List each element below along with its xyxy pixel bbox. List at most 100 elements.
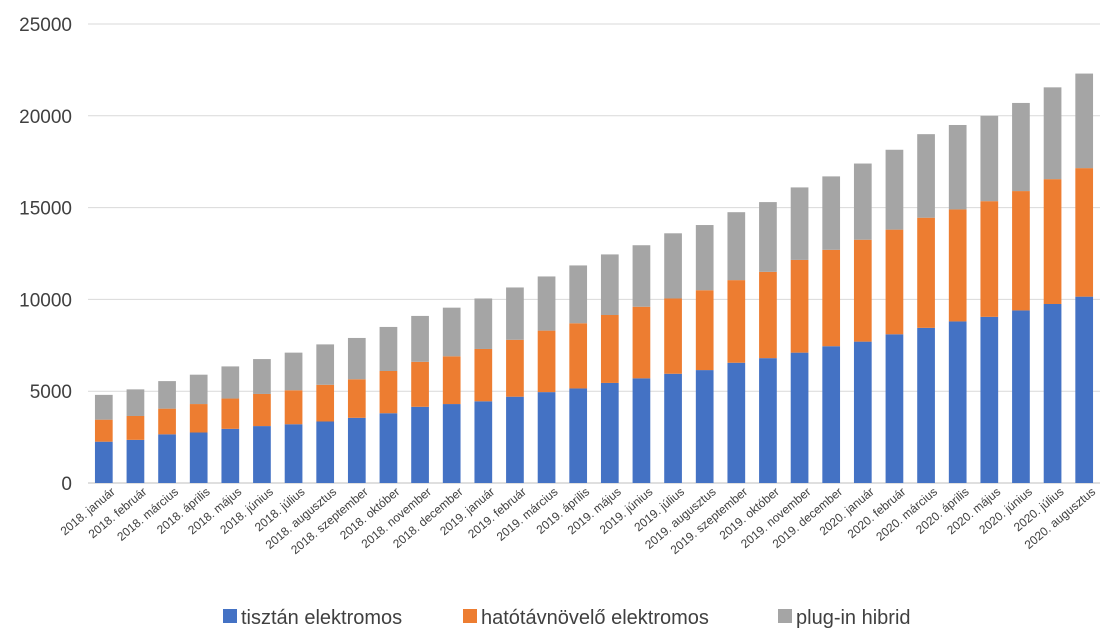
bar-segment-2	[790, 259, 809, 353]
bar-stack	[885, 149, 904, 483]
bar-stack	[853, 163, 872, 483]
bar-segment-3	[253, 359, 271, 394]
bar-segment-2	[727, 280, 746, 363]
bar-segment-1	[632, 378, 651, 483]
bar-segment-3	[94, 394, 113, 420]
bar-segment-3	[442, 307, 461, 357]
bar-stack	[822, 176, 841, 483]
bar-segment-1	[695, 370, 714, 483]
gridlines	[88, 23, 1100, 484]
bar-segment-2	[316, 384, 335, 422]
bar-segment-2	[600, 315, 619, 383]
bar-stack	[347, 337, 366, 483]
bar-segment-3	[1043, 87, 1062, 180]
bar-segment-2	[1012, 191, 1030, 311]
bar-segment-3	[474, 298, 493, 349]
bar-segment-3	[411, 315, 429, 362]
bar-segment-3	[853, 163, 872, 240]
bar-segment-1	[917, 327, 935, 483]
bar-segment-1	[253, 426, 271, 483]
legend-swatch	[778, 609, 792, 623]
bar-segment-1	[158, 434, 176, 483]
bar-segment-3	[189, 374, 208, 405]
bar-segment-3	[759, 202, 777, 272]
bar-segment-1	[316, 421, 335, 483]
bar-segment-1	[284, 424, 303, 483]
bar-segment-1	[948, 321, 967, 483]
bar-segment-1	[474, 401, 493, 483]
bar-stack	[917, 134, 935, 483]
bar-stack	[790, 187, 809, 483]
bar-segment-3	[316, 344, 335, 385]
bar-segment-2	[664, 298, 682, 374]
bar-segment-1	[853, 341, 872, 483]
bar-segment-3	[632, 245, 651, 307]
bar-stack	[600, 254, 619, 483]
bar-stack	[189, 374, 208, 483]
bar-segment-2	[379, 371, 398, 414]
bar-segment-1	[822, 346, 841, 483]
y-tick-label: 0	[61, 474, 72, 495]
bar-segment-3	[1012, 102, 1030, 192]
legend-item: plug-in hibrid	[778, 607, 911, 629]
bar-segment-1	[442, 404, 461, 483]
bar-stack	[158, 381, 176, 483]
bar-segment-3	[600, 254, 619, 316]
bar-stack	[316, 344, 335, 483]
bar-stack	[980, 115, 999, 483]
bar-segment-2	[506, 339, 524, 397]
bar-segment-2	[158, 408, 176, 435]
legend-swatch	[463, 609, 477, 623]
bar-segment-3	[379, 326, 398, 372]
bar-segment-2	[94, 419, 113, 442]
bar-segment-3	[727, 212, 746, 281]
bar-segment-1	[1012, 310, 1030, 483]
bar-segment-3	[347, 337, 366, 380]
bar-stack	[759, 202, 777, 483]
y-tick-label: 10000	[19, 290, 72, 311]
bar-segment-3	[695, 225, 714, 291]
bar-segment-3	[221, 366, 240, 399]
bar-stack	[94, 394, 113, 483]
bars	[94, 73, 1094, 483]
bar-stack	[632, 245, 651, 483]
bar-segment-3	[948, 124, 967, 210]
bar-segment-2	[822, 249, 841, 347]
legend-label: plug-in hibrid	[796, 607, 911, 629]
bar-segment-3	[664, 233, 682, 299]
bar-segment-1	[537, 392, 556, 483]
bar-segment-2	[221, 398, 240, 429]
bar-segment-3	[506, 287, 524, 340]
bar-stack	[1012, 102, 1030, 483]
bar-stack	[253, 359, 271, 483]
bar-segment-3	[980, 115, 999, 202]
bar-stack	[695, 225, 714, 483]
bar-segment-2	[1075, 168, 1094, 297]
bar-segment-1	[600, 382, 619, 483]
y-tick-label: 25000	[19, 15, 72, 36]
bar-segment-2	[126, 415, 145, 440]
bar-segment-3	[126, 389, 145, 416]
bar-segment-2	[474, 348, 493, 402]
bar-stack	[442, 307, 461, 483]
bar-segment-1	[1043, 303, 1062, 483]
bar-segment-2	[537, 330, 556, 393]
bar-segment-2	[411, 361, 429, 407]
bar-segment-2	[253, 393, 271, 427]
bar-segment-2	[442, 356, 461, 405]
bar-stack	[284, 352, 303, 483]
bar-segment-3	[885, 149, 904, 230]
bar-segment-1	[569, 388, 588, 483]
bar-segment-2	[917, 217, 935, 328]
bar-segment-1	[727, 362, 746, 483]
bar-segment-1	[506, 396, 524, 483]
bar-stack	[727, 212, 746, 483]
bar-segment-1	[1075, 296, 1094, 483]
bar-segment-2	[853, 239, 872, 342]
bar-segment-3	[1075, 73, 1094, 169]
bar-stack	[948, 124, 967, 483]
bar-segment-3	[569, 265, 588, 324]
bar-segment-1	[126, 439, 145, 483]
